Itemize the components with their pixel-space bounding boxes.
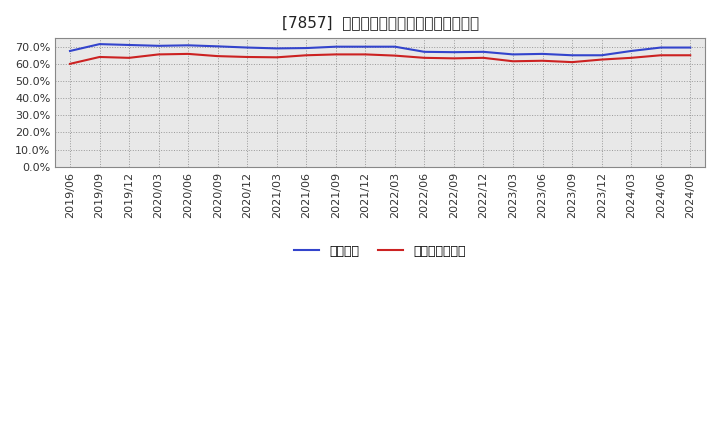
固定長期適合率	[449, 56, 458, 61]
固定比率	[449, 50, 458, 55]
固定長期適合率	[125, 55, 133, 60]
固定比率	[539, 51, 547, 56]
固定比率	[686, 45, 695, 50]
固定比率	[331, 44, 340, 49]
固定比率	[302, 45, 310, 51]
固定長期適合率	[184, 51, 192, 56]
固定長期適合率	[568, 59, 577, 65]
固定比率	[568, 53, 577, 58]
固定比率	[598, 53, 606, 58]
固定長期適合率	[686, 53, 695, 58]
固定比率	[480, 49, 488, 55]
固定比率	[184, 43, 192, 48]
固定比率	[213, 44, 222, 49]
Legend: 固定比率, 固定長期適合率: 固定比率, 固定長期適合率	[289, 240, 471, 263]
固定比率	[657, 45, 665, 50]
Title: [7857]  固定比率、固定長期適合率の推移: [7857] 固定比率、固定長期適合率の推移	[282, 15, 479, 30]
固定長期適合率	[657, 53, 665, 58]
固定比率	[66, 48, 74, 54]
固定長期適合率	[95, 55, 104, 60]
固定長期適合率	[243, 55, 251, 60]
固定長期適合率	[539, 58, 547, 63]
固定長期適合率	[480, 55, 488, 60]
固定比率	[243, 45, 251, 50]
固定長期適合率	[390, 53, 399, 58]
固定長期適合率	[66, 61, 74, 66]
固定長期適合率	[213, 54, 222, 59]
固定比率	[125, 42, 133, 48]
固定比率	[627, 48, 636, 54]
固定長期適合率	[331, 52, 340, 57]
固定比率	[509, 52, 518, 57]
固定比率	[95, 41, 104, 47]
固定長期適合率	[598, 57, 606, 62]
Line: 固定比率: 固定比率	[70, 44, 690, 55]
固定比率	[272, 46, 281, 51]
固定比率	[390, 44, 399, 49]
固定長期適合率	[420, 55, 428, 60]
固定比率	[361, 44, 369, 49]
固定長期適合率	[361, 52, 369, 57]
固定長期適合率	[302, 53, 310, 58]
固定長期適合率	[627, 55, 636, 60]
固定長期適合率	[154, 52, 163, 57]
固定長期適合率	[272, 55, 281, 60]
固定長期適合率	[509, 59, 518, 64]
固定比率	[420, 49, 428, 55]
固定比率	[154, 43, 163, 48]
Line: 固定長期適合率: 固定長期適合率	[70, 54, 690, 64]
